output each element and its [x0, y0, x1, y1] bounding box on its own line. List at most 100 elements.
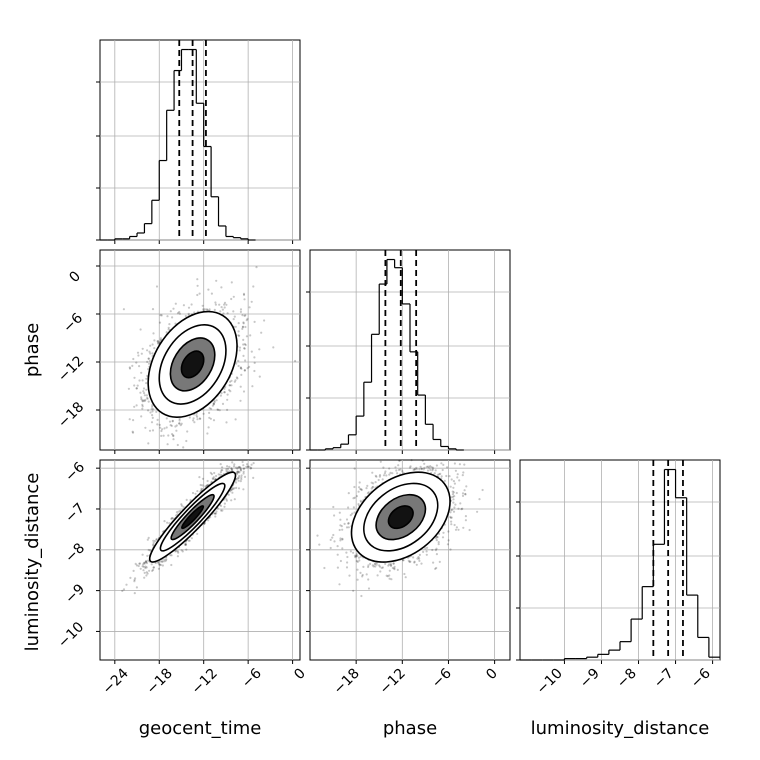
scatter-point [239, 480, 242, 483]
scatter-point [122, 588, 126, 591]
scatter-point [172, 307, 175, 310]
scatter-point [170, 563, 173, 567]
scatter-point [208, 411, 211, 414]
scatter-point [148, 359, 151, 362]
scatter-point [239, 385, 242, 388]
scatter-point [152, 568, 155, 572]
scatter-point [223, 505, 226, 508]
scatter-point [272, 346, 275, 349]
scatter-point [165, 417, 168, 420]
scatter-point [294, 359, 297, 363]
scatter-point [191, 491, 195, 495]
scatter-point [242, 293, 246, 296]
scatter-point [231, 491, 234, 494]
scatter-point [151, 352, 154, 355]
scatter-point [137, 564, 140, 568]
scatter-point [196, 532, 199, 536]
scatter-point [242, 321, 245, 324]
scatter-point [222, 312, 225, 315]
scatter-point [252, 476, 255, 479]
scatter-point [478, 498, 481, 501]
scatter-point [176, 443, 179, 447]
scatter-point [214, 303, 217, 306]
scatter-point [258, 348, 261, 351]
scatter-point [166, 521, 169, 524]
scatter-point [223, 391, 226, 394]
scatter-point [250, 350, 253, 353]
scatter-point [185, 439, 188, 443]
scatter-point [139, 391, 142, 394]
scatter-point [226, 465, 229, 468]
scatter-point [250, 300, 253, 303]
scatter-point [121, 589, 124, 593]
scatter-point [243, 369, 246, 372]
scatter-point [135, 404, 138, 407]
scatter-point [179, 424, 182, 427]
scatter-point [255, 266, 258, 269]
scatter-point [157, 340, 160, 343]
scatter-point [145, 562, 148, 565]
scatter-point [143, 399, 146, 403]
scatter-point [253, 361, 256, 364]
scatter-point [152, 539, 155, 542]
scatter-point [210, 407, 213, 410]
scatter-point [142, 387, 146, 390]
scatter-point [213, 471, 216, 475]
scatter-point [232, 465, 236, 468]
scatter-point [236, 472, 239, 475]
scatter-point [244, 314, 247, 317]
scatter-point [252, 462, 255, 465]
scatter-point [240, 476, 243, 479]
scatter-point [193, 311, 196, 314]
scatter-point [146, 554, 149, 558]
scatter-point [242, 488, 245, 491]
scatter-point [129, 576, 132, 580]
scatter-point [188, 539, 191, 542]
scatter-point [157, 342, 160, 345]
scatter-point [360, 594, 363, 598]
scatter-point [215, 279, 218, 282]
scatter-point [220, 469, 223, 472]
scatter-point [223, 387, 226, 390]
scatter-point [213, 400, 216, 404]
scatter-point [153, 347, 156, 350]
scatter-point [143, 394, 146, 397]
scatter-point [182, 304, 185, 307]
scatter-point [214, 301, 217, 304]
scatter-point [133, 592, 136, 595]
scatter-point [196, 415, 199, 418]
scatter-point [243, 347, 246, 350]
scatter-point [143, 576, 146, 579]
scatter-point [237, 487, 241, 490]
scatter-point [215, 474, 218, 478]
scatter-point [230, 499, 233, 502]
scatter-point [190, 303, 193, 306]
scatter-point [201, 477, 205, 480]
scatter-point [163, 427, 166, 430]
scatter-point [135, 387, 138, 390]
scatter-point [131, 430, 134, 433]
scatter-point [207, 288, 210, 291]
scatter-point [221, 402, 225, 405]
scatter-point [210, 473, 213, 476]
scatter-point [161, 564, 164, 567]
scatter-point [243, 369, 246, 372]
scatter-point [219, 473, 222, 476]
scatter-point [207, 426, 210, 429]
scatter-point [184, 314, 187, 318]
scatter-point [212, 476, 215, 479]
scatter-point [228, 465, 231, 468]
scatter-point [150, 563, 153, 566]
scatter-point [250, 463, 253, 466]
scatter-point [242, 467, 245, 470]
scatter-point [167, 434, 170, 437]
scatter-point [243, 475, 247, 478]
scatter-point [133, 384, 136, 387]
scatter-point [185, 548, 188, 551]
scatter-point [235, 481, 238, 484]
scatter-point [133, 376, 136, 379]
scatter-point [223, 301, 227, 304]
scatter-point [229, 384, 232, 387]
scatter-point [132, 569, 135, 573]
